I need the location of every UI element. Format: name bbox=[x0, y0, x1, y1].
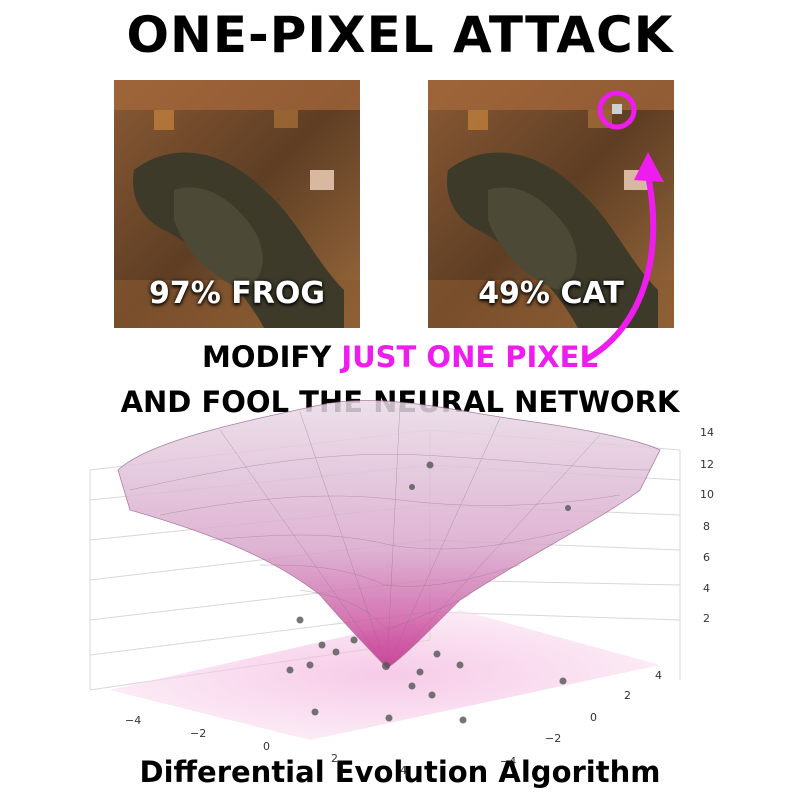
y-axis: 4 2 0 −2 −4 bbox=[500, 669, 662, 768]
z-tick: 6 bbox=[703, 551, 710, 564]
arrow-head-icon bbox=[634, 152, 664, 182]
x-tick: 2 bbox=[331, 752, 338, 765]
y-tick: 4 bbox=[655, 669, 662, 682]
pixel-highlight-circle bbox=[597, 90, 637, 130]
plot-floor bbox=[110, 610, 660, 740]
modified-pixel bbox=[612, 104, 622, 114]
z-tick: 10 bbox=[700, 488, 714, 501]
population-points bbox=[286, 461, 571, 724]
surface-mesh bbox=[117, 400, 661, 669]
x-tick: −2 bbox=[190, 727, 206, 740]
y-tick: 0 bbox=[590, 711, 597, 724]
perturbed-image-panel: 49% CAT bbox=[428, 80, 674, 328]
z-tick: 2 bbox=[703, 612, 710, 625]
caption-line-1: MODIFY JUST ONE PIXEL bbox=[0, 340, 800, 374]
curved-arrow-icon bbox=[583, 174, 657, 363]
frog-image bbox=[114, 80, 360, 328]
z-tick: 12 bbox=[700, 458, 714, 471]
y-tick: −4 bbox=[500, 755, 516, 768]
footer-caption: Differential Evolution Algorithm bbox=[139, 755, 661, 789]
caption-highlight: JUST ONE PIXEL bbox=[341, 340, 598, 374]
cat-confidence-label: 49% CAT bbox=[478, 276, 624, 311]
x-tick: 0 bbox=[263, 740, 270, 753]
x-tick: 4 bbox=[400, 764, 407, 777]
original-image-panel: 97% FROG bbox=[114, 80, 360, 328]
caption-prefix: MODIFY bbox=[202, 340, 342, 374]
z-tick: 4 bbox=[703, 582, 710, 595]
frog-confidence-label: 97% FROG bbox=[149, 276, 325, 311]
x-tick: −4 bbox=[125, 714, 141, 727]
x-axis: −4 −2 0 2 4 bbox=[125, 714, 407, 777]
y-tick: 2 bbox=[624, 689, 631, 702]
y-tick: −2 bbox=[545, 732, 561, 745]
z-tick: 8 bbox=[703, 520, 710, 533]
z-tick: 14 bbox=[700, 426, 714, 439]
perturbed-frog-image bbox=[428, 80, 674, 328]
z-axis: 14 12 10 8 6 4 2 bbox=[700, 426, 714, 625]
surface-wireframe bbox=[129, 404, 651, 669]
page-title: ONE-PIXEL ATTACK bbox=[126, 6, 674, 64]
